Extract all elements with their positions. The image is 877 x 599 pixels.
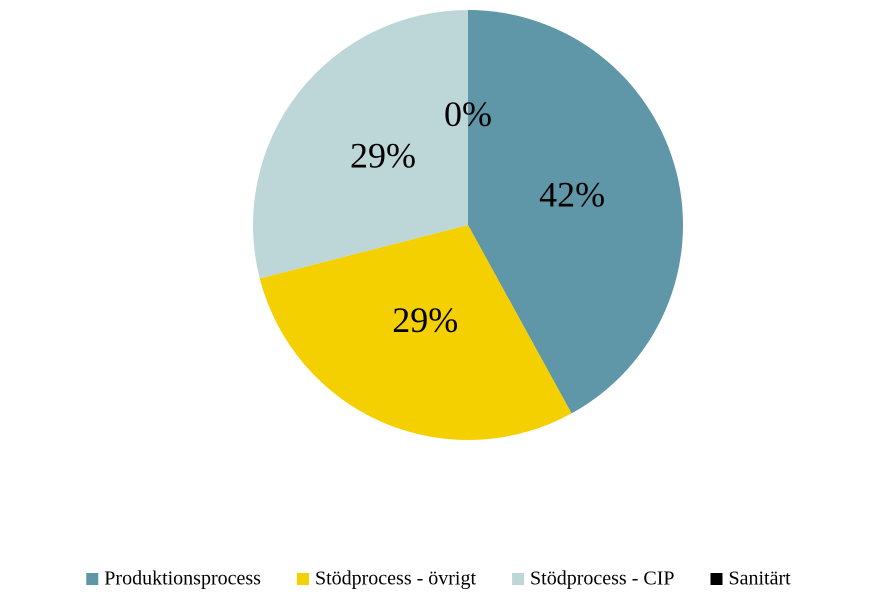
legend-swatch [86,573,99,585]
legend-item: Produktionsprocess [86,568,261,590]
legend-swatch [512,573,525,585]
legend-label: Produktionsprocess [104,568,261,590]
legend-item: Stödprocess - CIP [512,568,675,590]
data-label: 42% [539,175,605,215]
legend-item: Stödprocess - övrigt [296,568,477,590]
data-labels: 42% 29% 29% 0% [350,94,605,340]
pie-slice [259,225,572,441]
data-label: 29% [392,300,458,340]
legend-swatch [296,573,309,585]
legend-swatch [710,573,723,585]
legend: Produktionsprocess Stödprocess - övrigt St… [86,568,791,590]
pie-slice [468,10,683,414]
pie [252,10,683,441]
legend-label: Sanitärt [729,568,792,590]
legend-label: Stödprocess - övrigt [315,568,477,590]
legend-label: Stödprocess - CIP [530,568,674,590]
pie-slice [252,10,468,279]
data-label: 29% [350,135,416,175]
legend-item: Sanitärt [710,568,792,590]
data-label: 0% [444,94,492,134]
